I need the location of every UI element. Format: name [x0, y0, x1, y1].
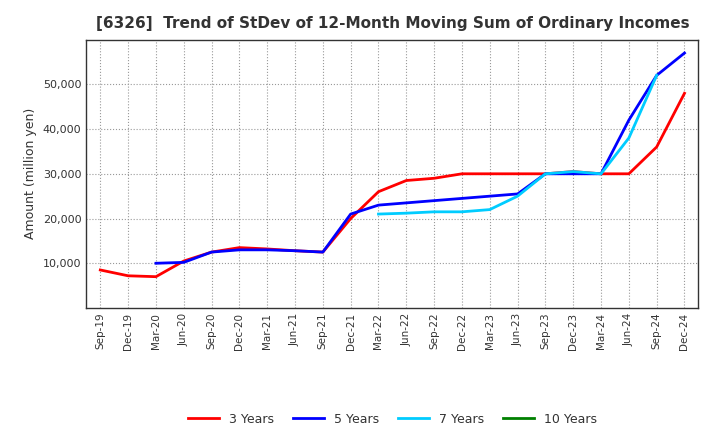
7 Years — [485, 207, 494, 212]
Line: 7 Years: 7 Years — [379, 75, 657, 214]
5 Years — [513, 191, 522, 197]
5 Years — [485, 194, 494, 199]
Line: 5 Years: 5 Years — [156, 53, 685, 263]
7 Years — [569, 169, 577, 174]
3 Years — [624, 171, 633, 176]
5 Years — [346, 211, 355, 216]
5 Years — [624, 117, 633, 123]
Y-axis label: Amount (million yen): Amount (million yen) — [24, 108, 37, 239]
5 Years — [263, 247, 271, 253]
7 Years — [402, 210, 410, 216]
5 Years — [569, 171, 577, 176]
5 Years — [207, 249, 216, 255]
5 Years — [152, 260, 161, 266]
5 Years — [235, 247, 243, 253]
3 Years — [652, 144, 661, 150]
3 Years — [235, 245, 243, 250]
7 Years — [541, 171, 550, 176]
3 Years — [597, 171, 606, 176]
3 Years — [263, 246, 271, 252]
5 Years — [652, 73, 661, 78]
5 Years — [291, 248, 300, 253]
5 Years — [374, 202, 383, 208]
5 Years — [541, 171, 550, 176]
3 Years — [179, 258, 188, 264]
7 Years — [458, 209, 467, 214]
3 Years — [124, 273, 132, 279]
7 Years — [597, 171, 606, 176]
7 Years — [374, 211, 383, 216]
3 Years — [374, 189, 383, 194]
3 Years — [430, 176, 438, 181]
3 Years — [318, 249, 327, 255]
3 Years — [291, 248, 300, 253]
5 Years — [402, 200, 410, 205]
5 Years — [318, 249, 327, 255]
5 Years — [680, 50, 689, 55]
5 Years — [458, 196, 467, 201]
5 Years — [430, 198, 438, 203]
Legend: 3 Years, 5 Years, 7 Years, 10 Years: 3 Years, 5 Years, 7 Years, 10 Years — [183, 407, 602, 431]
3 Years — [346, 216, 355, 221]
3 Years — [152, 274, 161, 279]
7 Years — [513, 194, 522, 199]
Title: [6326]  Trend of StDev of 12-Month Moving Sum of Ordinary Incomes: [6326] Trend of StDev of 12-Month Moving… — [96, 16, 689, 32]
3 Years — [402, 178, 410, 183]
Line: 3 Years: 3 Years — [100, 93, 685, 277]
3 Years — [207, 249, 216, 255]
3 Years — [458, 171, 467, 176]
7 Years — [624, 136, 633, 141]
5 Years — [597, 171, 606, 176]
3 Years — [541, 171, 550, 176]
3 Years — [485, 171, 494, 176]
3 Years — [680, 91, 689, 96]
3 Years — [569, 169, 577, 174]
3 Years — [513, 171, 522, 176]
7 Years — [430, 209, 438, 214]
3 Years — [96, 268, 104, 273]
7 Years — [652, 73, 661, 78]
5 Years — [179, 260, 188, 265]
